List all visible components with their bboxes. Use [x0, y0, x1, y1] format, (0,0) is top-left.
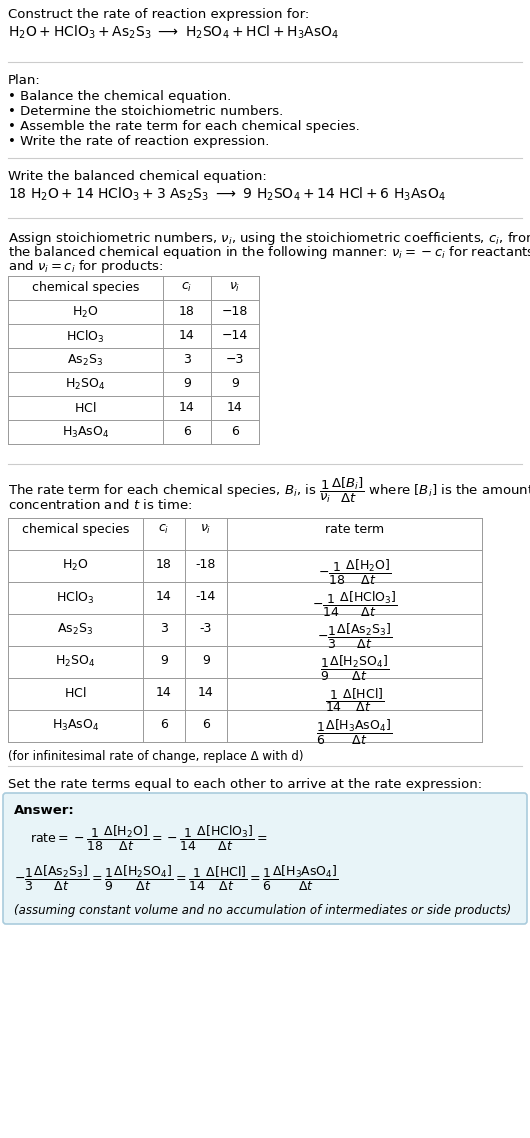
- Text: 14: 14: [179, 401, 195, 414]
- Text: • Write the rate of reaction expression.: • Write the rate of reaction expression.: [8, 135, 269, 148]
- Text: $\mathrm{H_3AsO_4}$: $\mathrm{H_3AsO_4}$: [62, 424, 109, 440]
- Text: The rate term for each chemical species, $B_i$, is $\dfrac{1}{\nu_i}\dfrac{\Delt: The rate term for each chemical species,…: [8, 476, 530, 505]
- Text: 3: 3: [160, 622, 168, 635]
- Text: $\mathrm{HClO_3}$: $\mathrm{HClO_3}$: [66, 329, 105, 345]
- Text: 6: 6: [231, 424, 239, 438]
- Text: 14: 14: [227, 401, 243, 414]
- Text: $\mathrm{HCl}$: $\mathrm{HCl}$: [74, 401, 96, 415]
- Text: 9: 9: [160, 654, 168, 667]
- Text: $\mathrm{H_2O}$: $\mathrm{H_2O}$: [72, 305, 99, 320]
- Text: concentration and $t$ is time:: concentration and $t$ is time:: [8, 498, 192, 512]
- Text: $c_i$: $c_i$: [181, 281, 192, 294]
- Text: $c_i$: $c_i$: [158, 523, 170, 536]
- Text: Answer:: Answer:: [14, 805, 75, 817]
- Text: $\nu_i$: $\nu_i$: [229, 281, 241, 294]
- Text: 6: 6: [160, 718, 168, 731]
- Text: $\mathrm{HCl}$: $\mathrm{HCl}$: [64, 686, 87, 700]
- Text: $\mathrm{As_2S_3}$: $\mathrm{As_2S_3}$: [67, 353, 103, 368]
- Text: 9: 9: [183, 377, 191, 390]
- Text: -3: -3: [200, 622, 212, 635]
- Text: rate term: rate term: [325, 523, 384, 536]
- Text: $\mathrm{H_2O + HClO_3 + As_2S_3 \ \longrightarrow \ H_2SO_4 + HCl + H_3AsO_4}$: $\mathrm{H_2O + HClO_3 + As_2S_3 \ \long…: [8, 24, 339, 41]
- Text: −3: −3: [226, 353, 244, 366]
- Text: $-\dfrac{1}{3}\dfrac{\Delta[\mathrm{As_2S_3}]}{\Delta t}$: $-\dfrac{1}{3}\dfrac{\Delta[\mathrm{As_2…: [317, 622, 392, 651]
- Text: 18: 18: [156, 558, 172, 571]
- Text: the balanced chemical equation in the following manner: $\nu_i = -c_i$ for react: the balanced chemical equation in the fo…: [8, 244, 530, 261]
- Text: Write the balanced chemical equation:: Write the balanced chemical equation:: [8, 170, 267, 183]
- Text: and $\nu_i = c_i$ for products:: and $\nu_i = c_i$ for products:: [8, 258, 164, 275]
- Text: Assign stoichiometric numbers, $\nu_i$, using the stoichiometric coefficients, $: Assign stoichiometric numbers, $\nu_i$, …: [8, 230, 530, 247]
- Text: −18: −18: [222, 305, 248, 318]
- Text: chemical species: chemical species: [32, 281, 139, 294]
- Text: -14: -14: [196, 589, 216, 603]
- Text: 9: 9: [231, 377, 239, 390]
- Text: $\dfrac{1}{6}\dfrac{\Delta[\mathrm{H_3AsO_4}]}{\Delta t}$: $\dfrac{1}{6}\dfrac{\Delta[\mathrm{H_3As…: [316, 718, 393, 747]
- Text: • Determine the stoichiometric numbers.: • Determine the stoichiometric numbers.: [8, 105, 283, 118]
- Text: $\mathrm{H_2SO_4}$: $\mathrm{H_2SO_4}$: [65, 377, 105, 393]
- Text: (assuming constant volume and no accumulation of intermediates or side products): (assuming constant volume and no accumul…: [14, 904, 511, 917]
- Text: Plan:: Plan:: [8, 74, 41, 86]
- Text: 18: 18: [179, 305, 195, 318]
- Text: $\mathrm{18\ H_2O + 14\ HClO_3 + 3\ As_2S_3 \ \longrightarrow \ 9\ H_2SO_4 + 14\: $\mathrm{18\ H_2O + 14\ HClO_3 + 3\ As_2…: [8, 185, 446, 204]
- FancyBboxPatch shape: [3, 793, 527, 924]
- Text: $\dfrac{1}{14}\dfrac{\Delta[\mathrm{HCl}]}{\Delta t}$: $\dfrac{1}{14}\dfrac{\Delta[\mathrm{HCl}…: [325, 686, 384, 714]
- Text: 14: 14: [179, 329, 195, 343]
- Text: 9: 9: [202, 654, 210, 667]
- Text: $\mathrm{H_3AsO_4}$: $\mathrm{H_3AsO_4}$: [52, 718, 99, 733]
- Text: $\mathrm{As_2S_3}$: $\mathrm{As_2S_3}$: [57, 622, 93, 637]
- Text: $\dfrac{1}{9}\dfrac{\Delta[\mathrm{H_2SO_4}]}{\Delta t}$: $\dfrac{1}{9}\dfrac{\Delta[\mathrm{H_2SO…: [320, 654, 389, 683]
- Text: 14: 14: [156, 686, 172, 699]
- Text: (for infinitesimal rate of change, replace Δ with d): (for infinitesimal rate of change, repla…: [8, 750, 304, 762]
- Text: • Balance the chemical equation.: • Balance the chemical equation.: [8, 90, 231, 104]
- Text: −14: −14: [222, 329, 248, 343]
- Text: 14: 14: [156, 589, 172, 603]
- Text: $\mathrm{H_2O}$: $\mathrm{H_2O}$: [62, 558, 89, 574]
- Text: $-\dfrac{1}{14}\dfrac{\Delta[\mathrm{HClO_3}]}{\Delta t}$: $-\dfrac{1}{14}\dfrac{\Delta[\mathrm{HCl…: [312, 589, 398, 619]
- Text: 14: 14: [198, 686, 214, 699]
- Text: $-\dfrac{1}{18}\dfrac{\Delta[\mathrm{H_2O}]}{\Delta t}$: $-\dfrac{1}{18}\dfrac{\Delta[\mathrm{H_2…: [318, 558, 391, 587]
- Text: 3: 3: [183, 353, 191, 366]
- Text: Set the rate terms equal to each other to arrive at the rate expression:: Set the rate terms equal to each other t…: [8, 778, 482, 791]
- Text: $\nu_i$: $\nu_i$: [200, 523, 211, 536]
- Text: $\mathrm{rate} = -\dfrac{1}{18}\dfrac{\Delta[\mathrm{H_2O}]}{\Delta t} = -\dfrac: $\mathrm{rate} = -\dfrac{1}{18}\dfrac{\D…: [30, 824, 268, 854]
- Text: chemical species: chemical species: [22, 523, 129, 536]
- Text: -18: -18: [196, 558, 216, 571]
- Text: 6: 6: [202, 718, 210, 731]
- Text: Construct the rate of reaction expression for:: Construct the rate of reaction expressio…: [8, 8, 309, 20]
- Text: $-\dfrac{1}{3}\dfrac{\Delta[\mathrm{As_2S_3}]}{\Delta t} = \dfrac{1}{9}\dfrac{\D: $-\dfrac{1}{3}\dfrac{\Delta[\mathrm{As_2…: [14, 864, 339, 893]
- Text: $\mathrm{H_2SO_4}$: $\mathrm{H_2SO_4}$: [55, 654, 95, 669]
- Text: $\mathrm{HClO_3}$: $\mathrm{HClO_3}$: [56, 589, 95, 607]
- Text: • Assemble the rate term for each chemical species.: • Assemble the rate term for each chemic…: [8, 119, 360, 133]
- Text: 6: 6: [183, 424, 191, 438]
